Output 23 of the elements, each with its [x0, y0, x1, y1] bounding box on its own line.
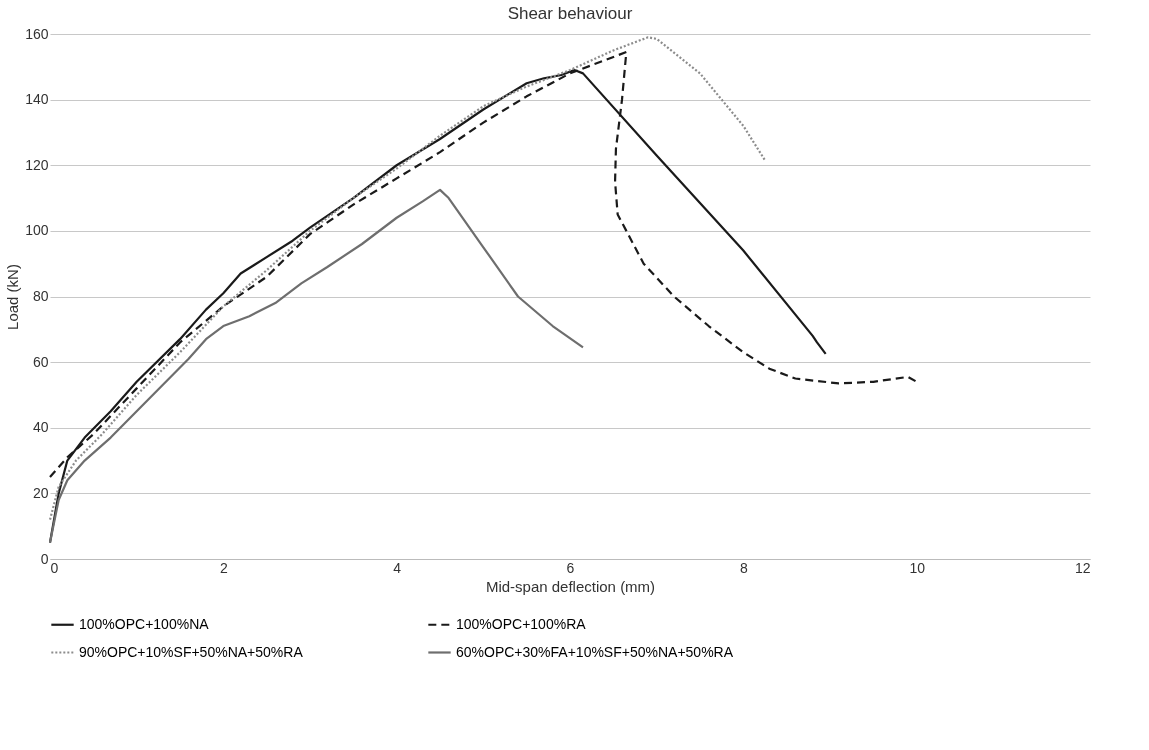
y-tick-label: 40: [32, 419, 49, 436]
y-tick-label: 60: [32, 353, 49, 370]
x-axis-title: Mid-span deflection (mm): [485, 577, 656, 595]
legend-label: 100%OPC+100%NA: [79, 615, 210, 632]
line-series: [48, 36, 767, 521]
x-tick-label: 12: [1074, 559, 1091, 576]
legend-label: 90%OPC+10%SF+50%NA+50%RA: [79, 643, 304, 660]
y-tick-label: 140: [25, 91, 49, 108]
legend-label: 100%OPC+100%RA: [456, 615, 587, 632]
x-tick-label: 4: [393, 559, 402, 576]
y-tick-label: 120: [25, 156, 49, 173]
x-tick-label: 2: [219, 559, 228, 576]
line-series: [48, 188, 585, 544]
y-tick-label: 80: [32, 288, 49, 304]
x-tick-label: 10: [909, 559, 926, 576]
y-tick-label: 100: [25, 222, 49, 239]
x-tick-label: 6: [566, 559, 575, 576]
chart-title: Shear behaviour: [507, 4, 633, 23]
y-axis-title: Load (kN): [4, 264, 22, 330]
y-tick-label: 20: [32, 484, 49, 501]
legend-label: 60%OPC+30%FA+10%SF+50%NA+50%RA: [456, 643, 734, 660]
y-tick-label: 160: [25, 25, 49, 42]
x-tick-label: 8: [739, 559, 748, 576]
